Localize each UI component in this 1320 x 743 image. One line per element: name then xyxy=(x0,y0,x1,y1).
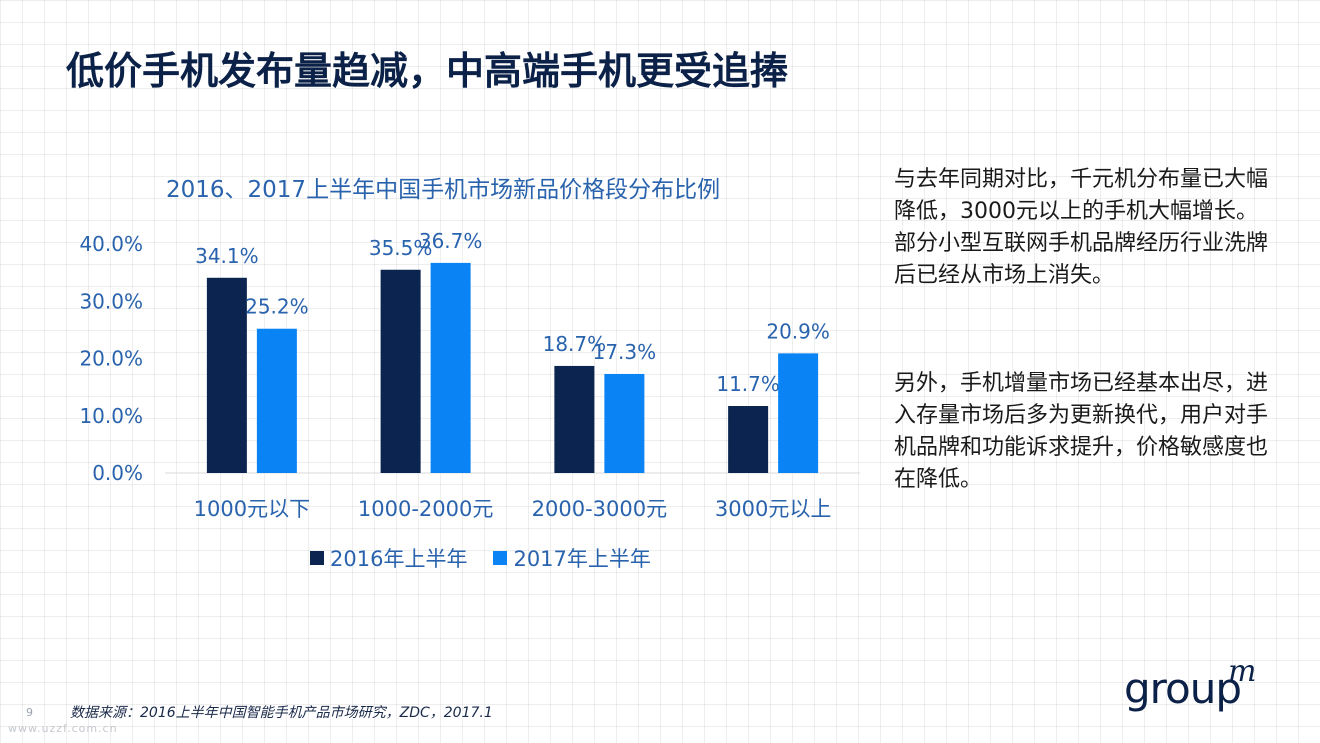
data-label: 36.7% xyxy=(419,229,483,253)
y-tick-label: 10.0% xyxy=(79,404,143,428)
logo-mark: m xyxy=(1228,654,1257,689)
groupm-logo: group xyxy=(1124,664,1242,713)
data-label: 20.9% xyxy=(766,319,830,343)
chart-title: 2016、2017上半年中国手机市场新品价格段分布比例 xyxy=(166,177,721,203)
bar-2016 xyxy=(554,365,595,473)
y-tick-label: 20.0% xyxy=(79,347,143,371)
x-tick-label: 1000元以下 xyxy=(194,497,310,521)
legend-swatch-2016 xyxy=(310,551,324,565)
watermark: www.uzzf.com.cn xyxy=(8,722,118,735)
bar-2016 xyxy=(728,406,769,473)
bar-2017 xyxy=(778,353,819,473)
x-tick-label: 1000-2000元 xyxy=(358,497,493,521)
bar-2017 xyxy=(256,328,297,473)
bar-chart: 0.0% 10.0% 20.0% 30.0% 40.0% 34.1% 25.2% 1000元以… xyxy=(79,229,860,521)
data-label: 17.3% xyxy=(593,340,657,364)
data-label: 35.5% xyxy=(369,236,433,260)
y-tick-label: 40.0% xyxy=(79,232,143,256)
legend-swatch-2017 xyxy=(493,551,508,565)
bar-2016 xyxy=(206,277,247,473)
analysis-paragraph-1: 与去年同期对比，千元机分布量已大幅降低，3000元以上的手机大幅增长。部分小型互… xyxy=(894,167,1269,288)
data-label: 25.2% xyxy=(245,295,309,319)
x-tick-label: 2000-3000元 xyxy=(532,497,667,521)
bar-2017 xyxy=(604,373,645,473)
data-label: 18.7% xyxy=(543,332,607,356)
analysis-paragraph-2: 另外，手机增量市场已经基本出尽，进入存量市场后多为更新换代，用户对手机品牌和功能… xyxy=(894,371,1269,492)
x-tick-label: 3000元以上 xyxy=(715,497,831,521)
bar-2016 xyxy=(380,269,421,473)
legend-label-2016: 2016年上半年 xyxy=(330,547,468,571)
legend-label-2017: 2017年上半年 xyxy=(513,547,651,571)
data-label: 34.1% xyxy=(195,244,259,268)
legend-item-2016: 2016年上半年 xyxy=(310,543,467,573)
y-tick-label: 0.0% xyxy=(92,461,143,485)
data-source-note: 数据来源：2016上半年中国智能手机产品市场研究，ZDC，2017.1 xyxy=(70,705,493,721)
logo-text: group xyxy=(1124,664,1242,713)
data-label: 11.7% xyxy=(716,372,780,396)
page-number: 9 xyxy=(26,706,33,719)
page-title: 低价手机发布量趋减，中高端手机更受追捧 xyxy=(66,49,789,93)
legend-item-2017: 2017年上半年 xyxy=(493,543,651,573)
y-tick-label: 30.0% xyxy=(79,289,143,313)
bar-2017 xyxy=(430,262,471,473)
chart-legend: 2016年上半年 2017年上半年 xyxy=(310,543,677,573)
